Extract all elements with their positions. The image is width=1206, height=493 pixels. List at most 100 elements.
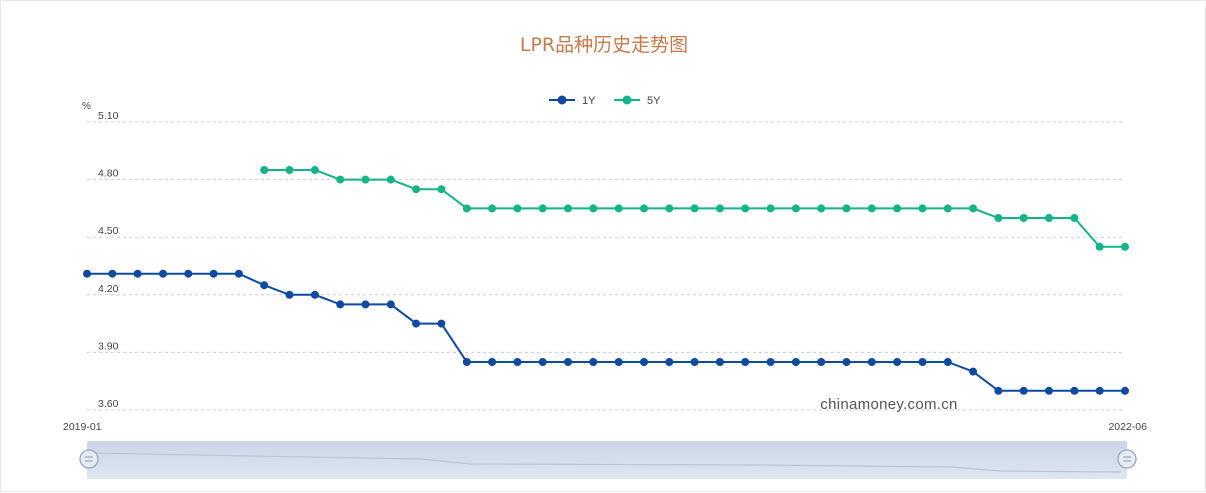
y-tick-label: 4.20 [98,283,119,295]
left-handle-icon[interactable] [79,449,99,469]
data-point-5y[interactable] [918,204,927,213]
data-point-5y[interactable] [386,175,395,184]
data-point-1y[interactable] [361,300,370,309]
data-point-1y[interactable] [589,358,598,366]
data-point-1y[interactable] [766,358,775,366]
y-tick-label: 4.80 [98,168,119,180]
data-point-5y[interactable] [564,204,572,213]
data-point-5y[interactable] [842,204,851,213]
data-point-5y[interactable] [589,204,598,213]
series [83,166,1129,395]
data-point-5y[interactable] [969,204,978,213]
data-point-1y[interactable] [285,290,294,299]
data-point-5y[interactable] [1019,214,1028,222]
data-point-1y[interactable] [918,358,927,366]
data-point-1y[interactable] [791,358,800,366]
data-point-5y[interactable] [462,204,471,213]
data-point-1y[interactable] [159,269,167,278]
data-zoom-right-handle[interactable] [1117,449,1137,469]
data-point-1y[interactable] [842,358,851,366]
data-point-5y[interactable] [437,185,446,194]
data-point-1y[interactable] [665,358,674,366]
data-point-5y[interactable] [1121,242,1129,251]
data-point-5y[interactable] [1045,214,1053,222]
data-point-5y[interactable] [260,166,269,174]
watermark-text: chinamoney.com.cn [820,396,957,413]
legend-swatch-dot-1y [557,95,567,105]
data-point-5y[interactable] [1070,214,1079,222]
data-point-5y[interactable] [513,204,522,213]
data-point-1y[interactable] [994,386,1003,395]
data-zoom-track[interactable] [87,441,1127,479]
data-point-5y[interactable] [285,166,294,174]
data-point-1y[interactable] [969,367,978,376]
data-point-1y[interactable] [437,319,446,328]
right-handle-icon[interactable] [1117,449,1137,469]
data-point-1y[interactable] [690,358,699,366]
data-point-1y[interactable] [1095,386,1104,395]
series-1y [83,269,1129,395]
data-point-1y[interactable] [640,358,648,366]
data-point-1y[interactable] [386,300,395,309]
data-point-5y[interactable] [994,214,1003,222]
data-point-1y[interactable] [310,290,319,299]
data-point-1y[interactable] [817,358,826,366]
data-point-5y[interactable] [690,204,699,213]
legend-item-5y[interactable]: 5Y [614,95,661,107]
y-tick-label: 5.10 [98,110,119,122]
data-point-1y[interactable] [260,281,269,290]
data-point-1y[interactable] [867,358,876,366]
data-point-5y[interactable] [614,204,623,213]
data-zoom-slider[interactable] [79,441,1137,479]
data-point-1y[interactable] [336,300,345,309]
chart-title: LPR品种历史走势图 [520,34,688,56]
data-point-5y[interactable] [361,175,370,184]
data-point-5y[interactable] [665,204,674,213]
data-point-1y[interactable] [1019,386,1028,395]
data-point-5y[interactable] [766,204,775,213]
data-point-5y[interactable] [817,204,826,213]
data-point-1y[interactable] [1121,386,1129,395]
data-point-1y[interactable] [943,358,952,366]
data-point-5y[interactable] [412,185,421,194]
data-point-1y[interactable] [234,269,243,278]
data-point-1y[interactable] [1070,386,1079,395]
data-point-1y[interactable] [715,358,724,366]
data-point-5y[interactable] [943,204,952,213]
data-point-1y[interactable] [412,319,421,328]
y-tick-label: 3.60 [98,398,119,410]
data-point-5y[interactable] [640,204,648,213]
data-point-1y[interactable] [133,269,142,278]
data-point-1y[interactable] [564,358,572,366]
data-point-1y[interactable] [893,358,902,366]
data-zoom-left-handle[interactable] [79,449,99,469]
data-point-1y[interactable] [1045,386,1053,395]
data-point-5y[interactable] [310,166,319,174]
data-point-1y[interactable] [614,358,623,366]
data-point-5y[interactable] [715,204,724,213]
data-point-1y[interactable] [108,269,117,278]
data-point-5y[interactable] [538,204,547,213]
series-5y [260,166,1129,251]
data-point-5y[interactable] [893,204,902,213]
data-point-1y[interactable] [488,358,497,366]
data-point-1y[interactable] [741,358,750,366]
data-point-1y[interactable] [462,358,471,366]
data-point-1y[interactable] [209,269,218,278]
data-point-5y[interactable] [336,175,345,184]
legend-item-1y[interactable]: 1Y [549,95,596,107]
y-tick-label: 4.50 [98,225,119,237]
x-axis-start-label: 2019-01 [63,421,102,433]
data-point-5y[interactable] [791,204,800,213]
data-point-5y[interactable] [741,204,750,213]
data-point-1y[interactable] [513,358,522,366]
data-point-5y[interactable] [488,204,497,213]
data-point-1y[interactable] [184,269,193,278]
data-point-5y[interactable] [867,204,876,213]
data-point-1y[interactable] [538,358,547,366]
data-point-5y[interactable] [1095,242,1104,251]
data-point-1y[interactable] [83,269,91,278]
y-tick-label: 3.90 [98,340,119,352]
